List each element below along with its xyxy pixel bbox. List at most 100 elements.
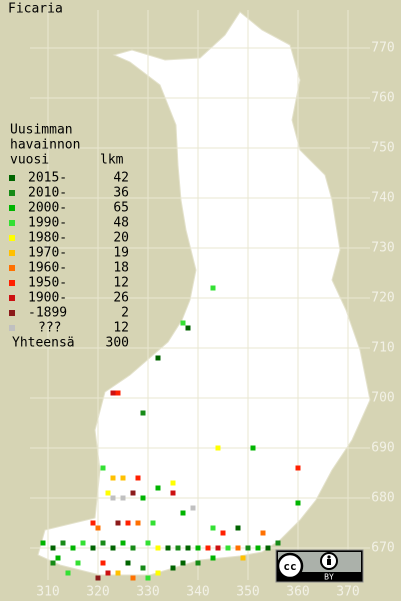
- legend-swatch: [9, 325, 15, 331]
- observation-square: [50, 545, 56, 551]
- legend-label: 1950-: [28, 276, 67, 291]
- cc-circle: [276, 552, 304, 580]
- license-badge: cc BY: [275, 549, 364, 583]
- x-tick-label: 330: [136, 585, 159, 600]
- legend-count: 2: [121, 306, 129, 321]
- observation-square: [185, 325, 191, 331]
- observation-square: [110, 545, 116, 551]
- by-icon-head: [327, 555, 331, 559]
- legend-heading: havainnon: [10, 138, 80, 153]
- y-tick-label: 700: [371, 391, 394, 406]
- observation-square: [65, 570, 71, 576]
- observation-square: [235, 525, 241, 531]
- legend-label: 1980-: [28, 231, 67, 246]
- observation-square: [165, 545, 171, 551]
- observation-square: [240, 555, 246, 561]
- legend-swatch: [9, 280, 15, 286]
- y-tick-label: 770: [371, 41, 394, 56]
- observation-square: [115, 520, 121, 526]
- observation-square: [115, 390, 121, 396]
- observation-square: [255, 545, 261, 551]
- observation-square: [50, 560, 56, 566]
- observation-square: [120, 540, 126, 546]
- legend-label: ???: [38, 321, 61, 336]
- observation-square: [155, 570, 161, 576]
- observation-square: [95, 525, 101, 531]
- legend-label: 2000-: [28, 201, 67, 216]
- legend-swatch: [9, 265, 15, 271]
- observation-square: [210, 525, 216, 531]
- legend-count: 12: [113, 276, 129, 291]
- legend-swatch: [9, 295, 15, 301]
- finland-outline: [37, 11, 371, 576]
- observation-square: [150, 520, 156, 526]
- observation-square: [180, 320, 186, 326]
- legend-swatch: [9, 310, 15, 316]
- observation-square: [90, 520, 96, 526]
- observation-square: [110, 390, 116, 396]
- observation-square: [155, 355, 161, 361]
- observation-square: [115, 570, 121, 576]
- legend-total: 300: [106, 336, 129, 351]
- observation-square: [100, 540, 106, 546]
- legend-count: 18: [113, 261, 129, 276]
- observation-square: [295, 500, 301, 506]
- observation-square: [80, 540, 86, 546]
- observation-square: [120, 495, 126, 501]
- observation-square: [60, 540, 66, 546]
- legend-swatch: [9, 190, 15, 196]
- observation-square: [190, 505, 196, 511]
- y-tick-label: 740: [371, 191, 394, 206]
- observation-square: [90, 545, 96, 551]
- observation-square: [210, 555, 216, 561]
- observation-square: [40, 540, 46, 546]
- observation-square: [75, 560, 81, 566]
- y-tick-label: 710: [371, 341, 394, 356]
- observation-square: [155, 485, 161, 491]
- observation-square: [70, 545, 76, 551]
- observation-square: [140, 495, 146, 501]
- legend-swatch: [9, 250, 15, 256]
- legend-label: 2010-: [28, 186, 67, 201]
- y-tick-label: 720: [371, 291, 394, 306]
- observation-square: [235, 545, 241, 551]
- observation-square: [245, 545, 251, 551]
- observation-square: [195, 545, 201, 551]
- observation-square: [145, 540, 151, 546]
- observation-square: [180, 560, 186, 566]
- observation-square: [120, 475, 126, 481]
- cc-text: cc: [283, 560, 296, 573]
- legend-count: 48: [113, 216, 129, 231]
- legend-label: 1970-: [28, 246, 67, 261]
- legend-swatch: [9, 220, 15, 226]
- observation-square: [145, 575, 151, 581]
- observation-square: [215, 445, 221, 451]
- legend-swatch: [9, 235, 15, 241]
- x-tick-label: 310: [36, 585, 59, 600]
- x-tick-label: 360: [286, 585, 309, 600]
- y-tick-label: 670: [371, 541, 394, 556]
- observation-square: [275, 540, 281, 546]
- observation-square: [250, 445, 256, 451]
- x-tick-label: 370: [336, 585, 359, 600]
- observation-square: [100, 465, 106, 471]
- legend-heading: vuosi: [10, 153, 49, 168]
- legend-count: 19: [113, 246, 129, 261]
- observation-square: [130, 490, 136, 496]
- observation-square: [130, 545, 136, 551]
- legend-count-heading: lkm: [100, 153, 124, 168]
- legend-count: 36: [113, 186, 129, 201]
- observation-square: [105, 490, 111, 496]
- observation-square: [205, 545, 211, 551]
- legend-count: 26: [113, 291, 129, 306]
- legend-count: 42: [113, 171, 129, 186]
- observation-square: [260, 530, 266, 536]
- observation-square: [95, 575, 101, 581]
- legend-label: 1990-: [28, 216, 67, 231]
- legend-label: 1900-: [28, 291, 67, 306]
- x-tick-label: 340: [186, 585, 209, 600]
- observation-square: [135, 520, 141, 526]
- observation-square: [55, 555, 61, 561]
- y-tick-label: 680: [371, 491, 394, 506]
